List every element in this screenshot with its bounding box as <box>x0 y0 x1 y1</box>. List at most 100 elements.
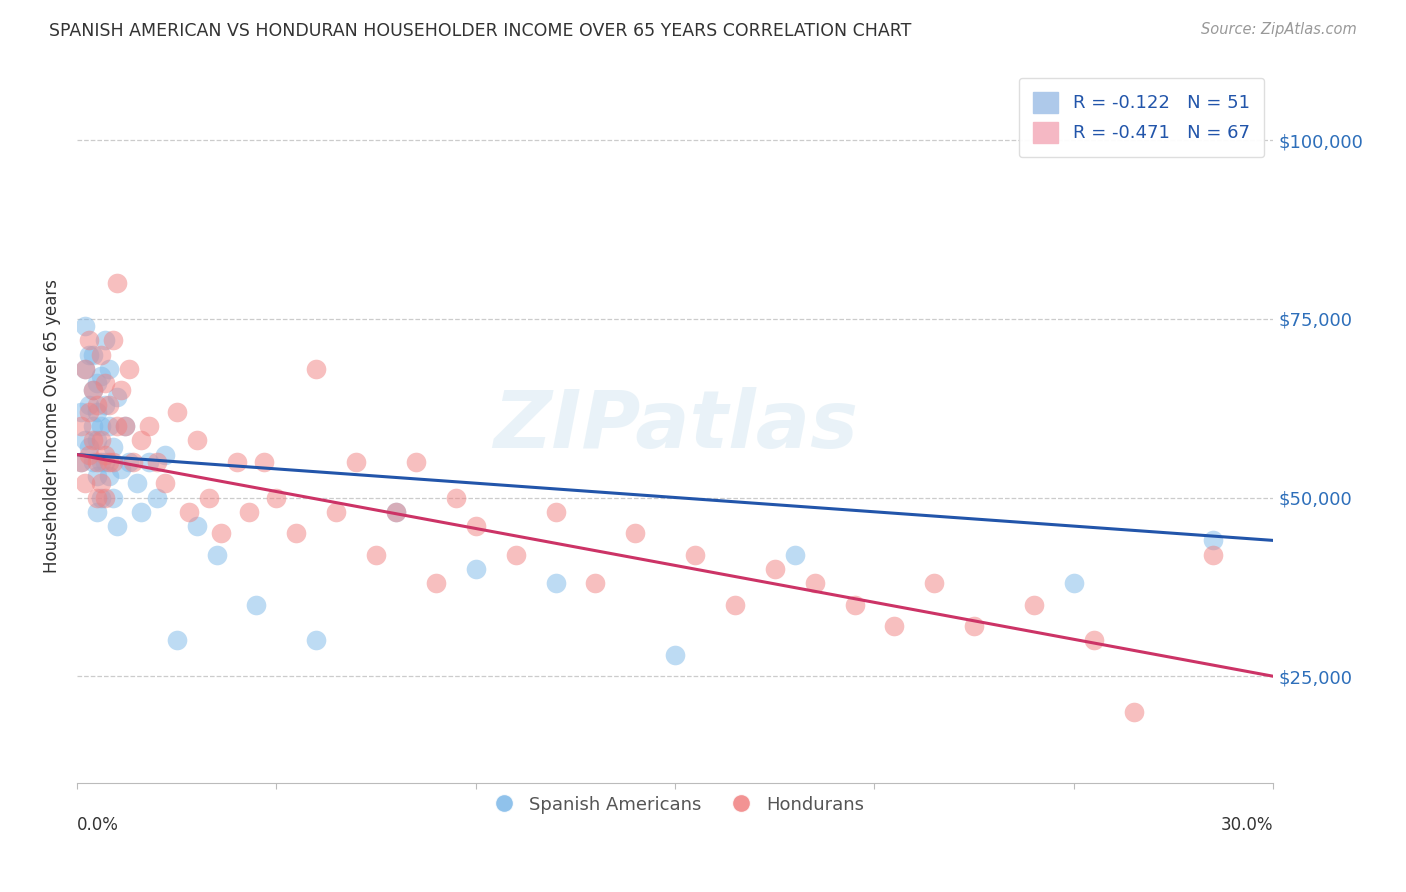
Text: 30.0%: 30.0% <box>1220 815 1274 834</box>
Point <box>94 455 117 469</box>
Point <box>366 548 388 562</box>
Point <box>90 491 112 505</box>
Point <box>86 505 108 519</box>
Point <box>583 576 606 591</box>
Point <box>922 576 945 591</box>
Point <box>1202 533 1225 548</box>
Point <box>209 526 232 541</box>
Point <box>70 455 93 469</box>
Point <box>385 505 408 519</box>
Point <box>77 347 100 361</box>
Point <box>82 384 104 398</box>
Point <box>98 419 121 434</box>
Point <box>90 476 112 491</box>
Point <box>101 333 124 347</box>
Point <box>98 398 121 412</box>
Point <box>98 361 121 376</box>
Point <box>70 405 93 419</box>
Point <box>624 526 647 541</box>
Point <box>82 384 104 398</box>
Point <box>186 434 208 448</box>
Text: ZIPatlas: ZIPatlas <box>492 387 858 465</box>
Point <box>75 476 97 491</box>
Point <box>186 519 208 533</box>
Point <box>305 633 328 648</box>
Point <box>77 448 100 462</box>
Point <box>90 347 112 361</box>
Point <box>166 633 188 648</box>
Point <box>1022 598 1045 612</box>
Point <box>763 562 786 576</box>
Point <box>225 455 247 469</box>
Point <box>94 376 117 390</box>
Point <box>305 361 328 376</box>
Point <box>70 455 93 469</box>
Point <box>86 434 108 448</box>
Point <box>129 434 152 448</box>
Point <box>82 434 104 448</box>
Point <box>86 398 108 412</box>
Point <box>77 398 100 412</box>
Point <box>197 491 219 505</box>
Point <box>405 455 427 469</box>
Point <box>86 455 108 469</box>
Point <box>153 448 176 462</box>
Point <box>90 419 112 434</box>
Y-axis label: Householder Income Over 65 years: Householder Income Over 65 years <box>44 279 60 573</box>
Point <box>75 434 97 448</box>
Point <box>285 526 308 541</box>
Point <box>86 491 108 505</box>
Point <box>94 333 117 347</box>
Point <box>75 318 97 333</box>
Point <box>464 562 486 576</box>
Point <box>101 491 124 505</box>
Point <box>98 455 121 469</box>
Text: Source: ZipAtlas.com: Source: ZipAtlas.com <box>1201 22 1357 37</box>
Point <box>253 455 276 469</box>
Point <box>118 361 141 376</box>
Point <box>664 648 686 662</box>
Point <box>783 548 806 562</box>
Point <box>82 347 104 361</box>
Point <box>844 598 866 612</box>
Point <box>101 455 124 469</box>
Point <box>105 391 128 405</box>
Point <box>146 491 169 505</box>
Point <box>105 276 128 290</box>
Point <box>425 576 447 591</box>
Text: 0.0%: 0.0% <box>77 815 120 834</box>
Point <box>505 548 527 562</box>
Point <box>724 598 747 612</box>
Point <box>138 455 160 469</box>
Point <box>1063 576 1085 591</box>
Point <box>177 505 200 519</box>
Point <box>963 619 986 633</box>
Point <box>94 448 117 462</box>
Point <box>86 405 108 419</box>
Point <box>90 455 112 469</box>
Point <box>138 419 160 434</box>
Point <box>75 361 97 376</box>
Point <box>77 405 100 419</box>
Point <box>125 476 148 491</box>
Point <box>110 384 132 398</box>
Point <box>86 376 108 390</box>
Point <box>245 598 267 612</box>
Point <box>122 455 145 469</box>
Point <box>86 469 108 483</box>
Point <box>114 419 136 434</box>
Point <box>683 548 706 562</box>
Point <box>94 398 117 412</box>
Point <box>90 434 112 448</box>
Point <box>544 576 567 591</box>
Point <box>77 441 100 455</box>
Point <box>464 519 486 533</box>
Point <box>82 419 104 434</box>
Point <box>90 368 112 383</box>
Point <box>82 455 104 469</box>
Point <box>385 505 408 519</box>
Point <box>544 505 567 519</box>
Point <box>70 419 93 434</box>
Point <box>75 361 97 376</box>
Point <box>105 519 128 533</box>
